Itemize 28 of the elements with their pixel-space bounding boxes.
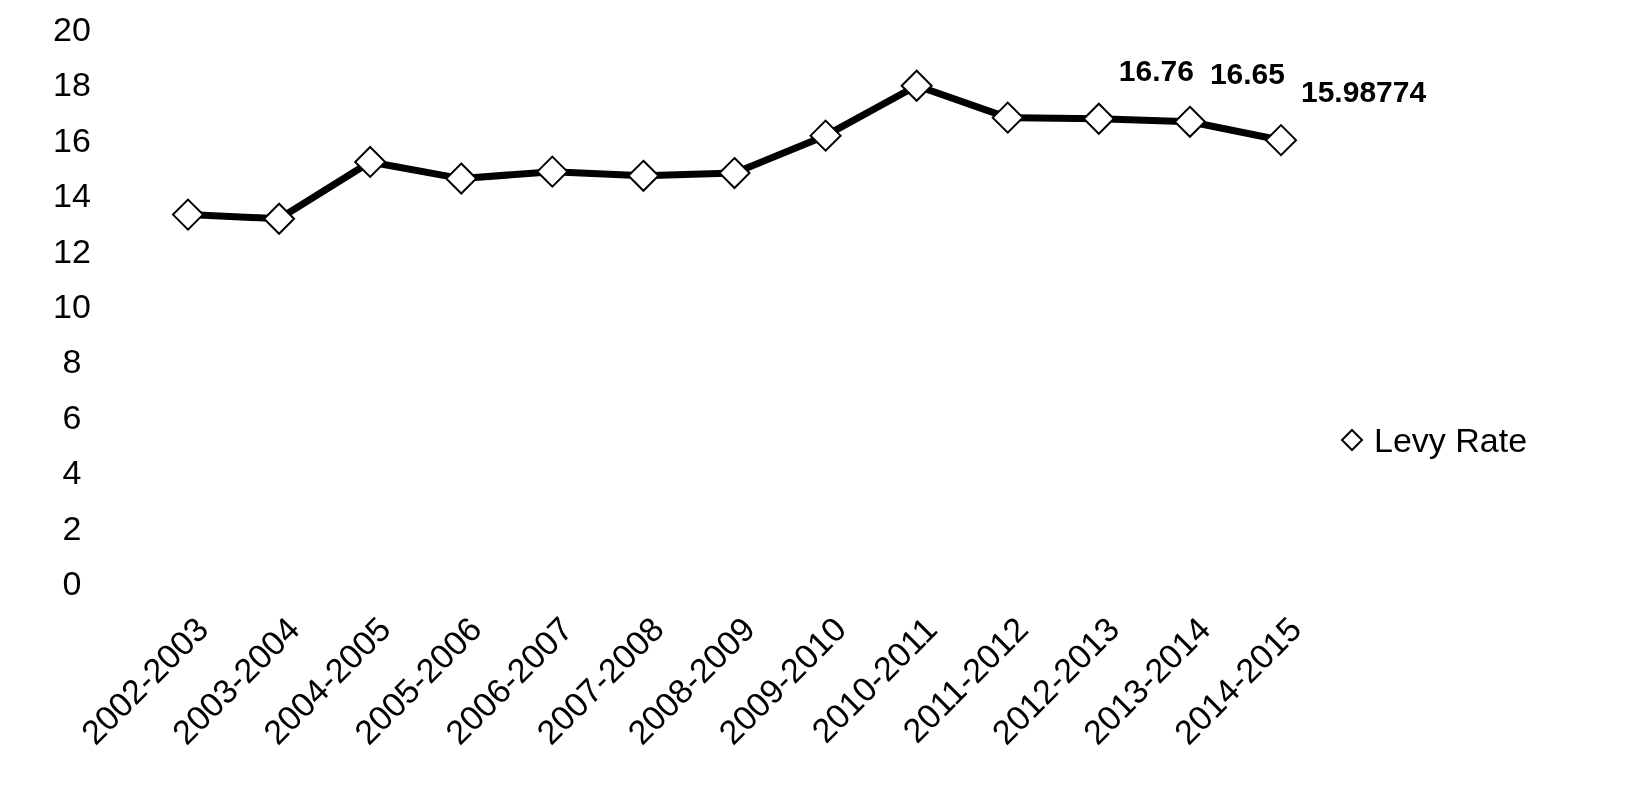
point: [627, 159, 660, 192]
y-tick-label: 4: [62, 453, 82, 492]
y-tick-label: 20: [53, 10, 91, 48]
point: [900, 69, 933, 102]
data-label: 16.76: [1118, 53, 1194, 87]
legend-label: Levy Rate: [1374, 421, 1528, 459]
y-tick-label: 10: [53, 287, 91, 325]
point: [263, 202, 296, 235]
point: [536, 155, 569, 188]
y-tick-label: 8: [62, 342, 82, 381]
point: [809, 119, 842, 152]
data-label: 15.98774: [1301, 75, 1427, 109]
y-tick-label: 0: [62, 564, 82, 602]
point: [991, 101, 1024, 134]
point: [1173, 105, 1206, 138]
point: [354, 145, 387, 178]
y-tick-label: 12: [53, 231, 91, 270]
y-tick-label: 14: [53, 176, 91, 215]
data-label: 16.65: [1209, 56, 1285, 90]
y-tick-label: 18: [53, 65, 91, 104]
y-tick-label: 2: [62, 508, 82, 547]
point: [172, 198, 204, 231]
y-tick-label: 16: [53, 120, 91, 159]
point: [718, 157, 751, 190]
point: [1265, 124, 1297, 157]
y-tick-label: 6: [62, 397, 82, 436]
point: [1082, 102, 1115, 135]
point: [445, 162, 478, 195]
